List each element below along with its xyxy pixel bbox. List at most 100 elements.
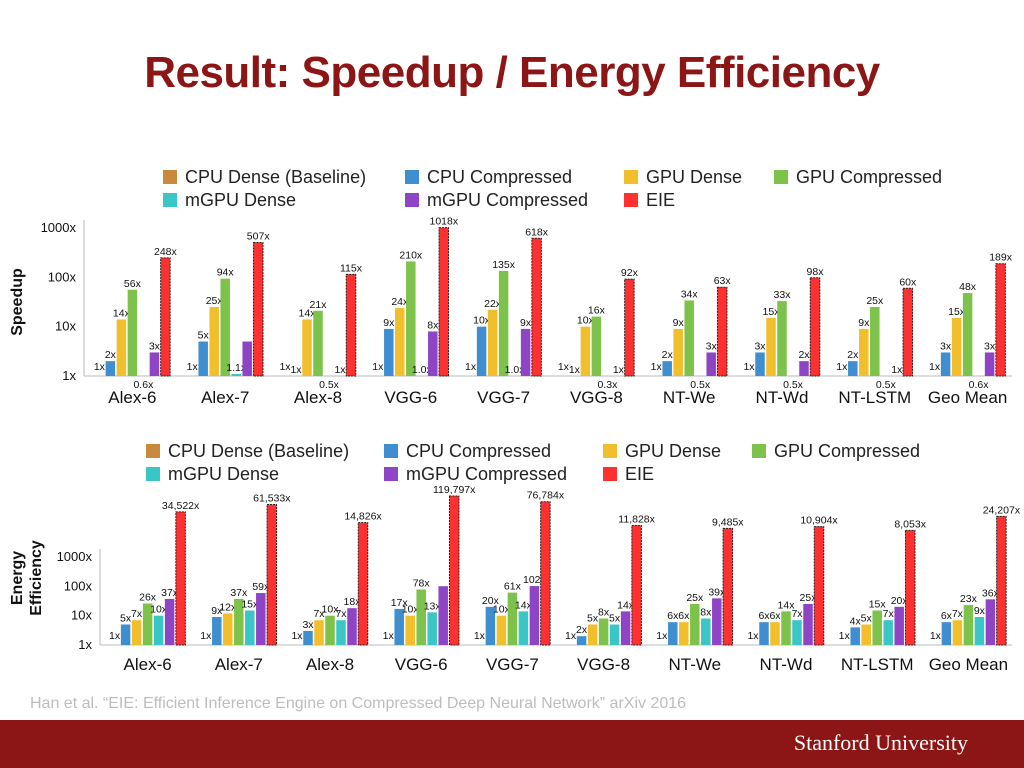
bar-gpu-compressed-alex-8 xyxy=(313,310,323,376)
bar-eie-alex-8 xyxy=(357,522,369,646)
bar-cpu-compressed-nt-wd xyxy=(755,352,765,376)
bar-mgpu-compressed-vgg-8 xyxy=(620,611,631,645)
bar-eie-vgg-8 xyxy=(631,525,642,646)
data-label-mgpu-compressed: 20x xyxy=(891,595,909,607)
data-label-eie: 76,784x xyxy=(527,490,565,502)
data-label-cpu-dense-baseline: 1x xyxy=(743,361,755,373)
y-tick-label: 100x xyxy=(64,578,93,593)
bar-cpu-compressed-nt-lstm xyxy=(850,627,860,645)
data-label-gpu-dense: 6x xyxy=(769,610,781,622)
bar-cpu-compressed-alex-6 xyxy=(120,624,131,645)
legend-swatch-mgpu-compressed xyxy=(384,467,398,481)
data-label-mgpu-dense: 0.5x xyxy=(690,379,711,391)
data-label-eie: 189x xyxy=(989,252,1013,264)
bar-mgpu-dense-nt-wd xyxy=(792,620,802,645)
legend-label-gpu-dense: GPU Dense xyxy=(625,441,721,461)
data-label-mgpu-dense: 7x xyxy=(791,608,803,620)
data-label-mgpu-dense: 8x xyxy=(700,607,712,619)
data-label-cpu-dense-baseline: 1x xyxy=(187,361,199,373)
bar-cpu-compressed-nt-lstm xyxy=(848,361,858,376)
data-label-mgpu-compressed: 14x xyxy=(617,599,635,611)
data-label-gpu-dense: 10x xyxy=(402,604,420,616)
y-axis-label: Speedup xyxy=(9,268,26,336)
data-label-eie: 1018x xyxy=(429,216,458,228)
data-label-gpu-compressed: 61x xyxy=(504,581,522,593)
bar-mgpu-compressed-alex-6 xyxy=(149,352,160,376)
bar-mgpu-dense-alex-8 xyxy=(336,620,346,645)
data-label-mgpu-compressed: 3x xyxy=(149,340,161,352)
data-label-gpu-dense: 24x xyxy=(391,296,409,308)
bar-gpu-dense-nt-lstm xyxy=(861,624,871,645)
data-label-cpu-compressed: 9x xyxy=(211,605,223,617)
legend-swatch-cpu-dense-baseline xyxy=(163,170,177,184)
bar-eie-geo-mean xyxy=(996,515,1007,646)
bar-gpu-compressed-vgg-7 xyxy=(498,270,509,376)
bar-eie-alex-8 xyxy=(345,273,357,377)
legend-swatch-cpu-compressed xyxy=(405,170,419,184)
legend-label-mgpu-compressed: mGPU Compressed xyxy=(427,190,588,210)
data-label-cpu-dense-baseline: 1x xyxy=(929,361,941,373)
legend-swatch-gpu-dense xyxy=(624,170,638,184)
bar-gpu-dense-vgg-6 xyxy=(395,307,405,376)
data-label-mgpu-dense: 14x xyxy=(515,599,533,611)
bar-cpu-compressed-geo-mean xyxy=(940,352,951,376)
bar-cpu-compressed-alex-8 xyxy=(303,631,313,645)
data-label-gpu-dense: 7x xyxy=(952,608,964,620)
data-label-cpu-dense-baseline: 1x xyxy=(94,361,106,373)
data-label-cpu-compressed: 1x xyxy=(569,364,581,376)
legend-label-eie: EIE xyxy=(646,190,675,210)
data-label-eie: 60x xyxy=(899,276,917,288)
data-label-cpu-dense-baseline: 1x xyxy=(747,630,759,642)
bar-gpu-compressed-nt-we xyxy=(690,603,700,645)
bar-eie-alex-7 xyxy=(266,504,278,646)
data-label-cpu-compressed: 20x xyxy=(482,595,500,607)
bar-gpu-dense-vgg-6 xyxy=(405,615,415,645)
data-label-gpu-compressed: 48x xyxy=(959,281,977,293)
data-label-mgpu-dense: 7x xyxy=(883,608,895,620)
data-label-cpu-compressed: 6x xyxy=(667,610,679,622)
data-label-cpu-compressed: 9x xyxy=(383,317,395,329)
x-category-label: NT-LSTM xyxy=(838,388,911,407)
data-label-cpu-compressed: 3x xyxy=(754,340,766,352)
data-label-cpu-dense-baseline: 1x xyxy=(291,630,303,642)
bar-cpu-compressed-alex-6 xyxy=(105,361,116,376)
data-label-eie: 63x xyxy=(714,275,732,287)
x-category-label: Alex-8 xyxy=(306,655,354,674)
data-label-gpu-compressed: 16x xyxy=(588,305,606,317)
data-label-cpu-dense-baseline: 1x xyxy=(930,630,942,642)
bar-mgpu-compressed-nt-wd xyxy=(799,361,809,376)
data-label-gpu-compressed: 26x xyxy=(139,591,157,603)
x-category-label: Alex-8 xyxy=(294,388,342,407)
bar-gpu-dense-alex-6 xyxy=(116,319,127,376)
data-label-gpu-dense: 25x xyxy=(206,295,224,307)
data-label-gpu-compressed: 8x xyxy=(598,607,610,619)
data-label-cpu-compressed: 2x xyxy=(576,624,588,636)
citation-text: Han et al. “EIE: Efficient Inference Eng… xyxy=(30,695,687,712)
bar-gpu-compressed-geo-mean xyxy=(963,605,974,645)
data-label-gpu-compressed: 210x xyxy=(399,249,423,261)
data-label-mgpu-dense: 10x xyxy=(150,604,168,616)
data-label-mgpu-dense: 0.5x xyxy=(783,379,804,391)
bar-eie-vgg-6 xyxy=(448,495,460,646)
data-label-mgpu-dense: 9x xyxy=(974,605,986,617)
bar-eie-alex-6 xyxy=(160,257,171,377)
y-axis-label: Energy Efficiency xyxy=(9,540,45,616)
bar-mgpu-compressed-alex-7 xyxy=(256,593,266,645)
bar-cpu-compressed-nt-we xyxy=(662,361,672,376)
x-category-label: Alex-6 xyxy=(124,655,172,674)
bar-gpu-dense-nt-lstm xyxy=(859,328,869,376)
data-label-eie: 618x xyxy=(525,226,549,238)
legend-swatch-eie xyxy=(624,193,638,207)
data-label-gpu-compressed: 34x xyxy=(681,288,699,300)
bar-mgpu-dense-vgg-6 xyxy=(427,612,437,645)
data-label-eie: 10,904x xyxy=(800,515,838,527)
data-label-gpu-dense: 9x xyxy=(858,317,870,329)
data-label-mgpu-compressed: 25x xyxy=(800,592,818,604)
y-tick-label: 1x xyxy=(78,637,92,652)
data-label-cpu-dense-baseline: 1x xyxy=(558,361,570,373)
legend-label-cpu-dense-baseline: CPU Dense (Baseline) xyxy=(168,441,349,461)
data-label-cpu-dense-baseline: 1x xyxy=(651,361,663,373)
bar-eie-nt-wd xyxy=(809,277,821,377)
bar-mgpu-compressed-alex-7 xyxy=(242,341,252,376)
bar-gpu-compressed-vgg-6 xyxy=(416,589,426,645)
